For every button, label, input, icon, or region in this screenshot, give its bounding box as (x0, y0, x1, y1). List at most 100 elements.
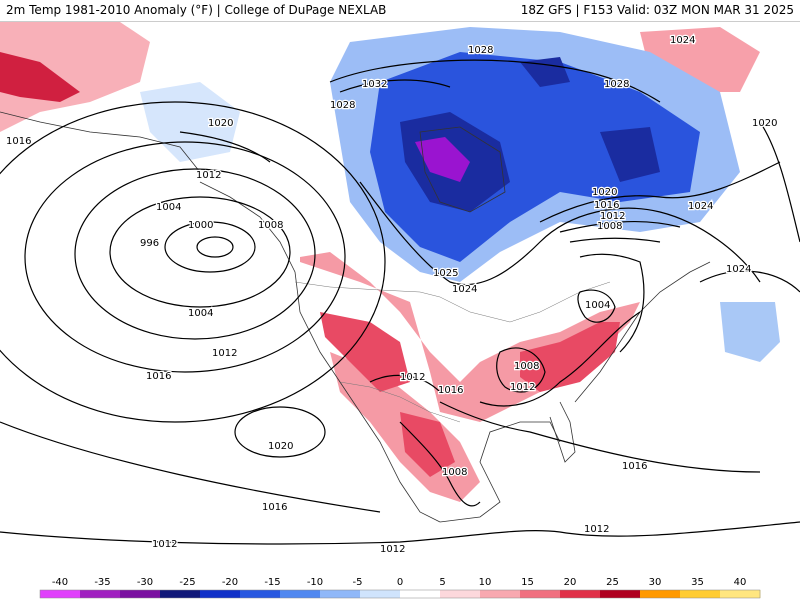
coastline-north-america-west (199, 181, 441, 523)
legend-tick-label: -30 (137, 577, 153, 588)
legend-color-swatch (440, 590, 481, 598)
legend-tick-label: 30 (649, 577, 662, 588)
legend-tick-label: 40 (734, 577, 747, 588)
isobar-low-996 (196, 236, 234, 258)
cool-anomaly-atlantic (720, 302, 780, 362)
isobar-1024-canada (359, 181, 761, 286)
legend-color-swatch (480, 590, 521, 598)
legend-color-swatch (640, 590, 681, 598)
legend-tick-label: 20 (564, 577, 577, 588)
isobar-label: 1004 (188, 308, 213, 319)
border-us-mexico (339, 381, 461, 423)
isobar-1016-east (559, 220, 681, 233)
model-valid-time: 18Z GFS | F153 Valid: 03Z MON MAR 31 202… (520, 3, 794, 17)
isobar-label: 1028 (330, 100, 355, 111)
isobar-1016-pacific (0, 421, 381, 513)
isobar-low-1000 (164, 221, 256, 273)
legend-color-swatch (280, 590, 321, 598)
legend-tick-label: 25 (606, 577, 619, 588)
isobar-1020-atlantic (759, 121, 800, 243)
legend-color-swatch (400, 590, 441, 598)
isobar-label: 1016 (262, 502, 287, 513)
coastline-hudson-bay (419, 126, 506, 213)
isobar-label: 1012 (380, 544, 405, 555)
legend-tick-label: 10 (479, 577, 492, 588)
isobar-label: 1004 (585, 300, 610, 311)
isobar-1008-mexico (399, 421, 481, 507)
legend-tick-label: -5 (353, 577, 363, 588)
isobar-label: 1012 (600, 211, 625, 222)
isobar-low-1004 (109, 196, 291, 308)
isobar-label: 1028 (604, 79, 629, 90)
isobar-label: 1016 (438, 385, 463, 396)
legend-color-swatch (720, 590, 761, 598)
legend-tick-label: -40 (52, 577, 68, 588)
legend-tick-label: -25 (179, 577, 195, 588)
isobar-label: 1016 (594, 200, 619, 211)
legend-color-swatch (240, 590, 281, 598)
coastline-florida (549, 401, 576, 463)
anomaly-map: 1016 1020 1012 1004 1000 996 1008 1004 1… (0, 22, 800, 572)
coastlines (0, 111, 711, 523)
borders (294, 281, 611, 423)
isobar-label: 1020 (752, 118, 777, 129)
isobar-1012-southwest (369, 374, 441, 393)
isobar-high-1020 (234, 406, 326, 458)
isobar-1024-atlantic (699, 270, 800, 293)
warm-anomaly-alaska (0, 22, 150, 132)
isobar-label: 1016 (6, 136, 31, 147)
isobar-label: 1012 (510, 382, 535, 393)
legend-color-swatch (120, 590, 161, 598)
isobar-label: 996 (140, 238, 159, 249)
isobar-low-1008 (74, 168, 316, 340)
cold-anomaly-baffin (520, 57, 570, 87)
legend-tick-label: -35 (94, 577, 110, 588)
isobar-label: 1024 (726, 264, 751, 275)
isobar-label: 1008 (258, 220, 283, 231)
isobar-label: 1024 (670, 35, 695, 46)
isobar-label: 1016 (146, 371, 171, 382)
legend-tick-label: -10 (307, 577, 323, 588)
legend-tick-label: 0 (397, 577, 403, 588)
isobar-label: 1012 (152, 539, 177, 550)
anomaly-shading (0, 22, 780, 502)
isobar-low-1012 (24, 141, 346, 373)
map-title: 2m Temp 1981-2010 Anomaly (°F) | College… (6, 3, 387, 17)
legend-tick-label: 35 (691, 577, 704, 588)
isobar-label: 1008 (442, 467, 467, 478)
legend-color-swatch (680, 590, 721, 598)
isobar-label: 1025 (433, 268, 458, 279)
map-header: 2m Temp 1981-2010 Anomaly (°F) | College… (0, 0, 800, 22)
isobar-label: 1008 (597, 221, 622, 232)
isobar-label: 1024 (452, 284, 477, 295)
legend-tick-label: -15 (264, 577, 280, 588)
isobar-label: 1004 (156, 202, 181, 213)
isobar-low-1016 (0, 101, 386, 423)
legend-color-swatch (40, 590, 81, 598)
legend-tick-label: 5 (439, 577, 445, 588)
isobar-label: 1012 (212, 348, 237, 359)
cold-anomaly-canada (370, 52, 700, 262)
legend-tick-label: -20 (222, 577, 238, 588)
legend-color-swatch (80, 590, 121, 598)
isobar-label: 1024 (688, 201, 713, 212)
legend-color-swatch (160, 590, 201, 598)
isobar-labels: 1016 1020 1012 1004 1000 996 1008 1004 1… (5, 34, 779, 557)
legend-color-swatch (600, 590, 641, 598)
isobar-label: 1008 (514, 361, 539, 372)
deep-cold-anomaly-canada (415, 137, 470, 182)
isobar-1012-pacific (0, 521, 800, 545)
legend-color-swatch (200, 590, 241, 598)
legend-color-swatch (360, 590, 401, 598)
isobar-label: 1012 (400, 372, 425, 383)
coastline-gulf (439, 421, 561, 523)
legend-ticks: -40 -35 -30 -25 -20 -15 -10 -5 0 5 10 15 20 25 30 35 40 (52, 577, 747, 588)
isobar-1032-canada (339, 79, 451, 93)
isobar-label: 1028 (468, 45, 493, 56)
isobar-label: 1000 (188, 220, 213, 231)
isobar-label: 1032 (362, 79, 387, 90)
isobar-1020-east (539, 161, 781, 223)
isobars (0, 59, 800, 545)
isobar-1012-east (569, 237, 661, 243)
legend-tick-label: 15 (521, 577, 534, 588)
